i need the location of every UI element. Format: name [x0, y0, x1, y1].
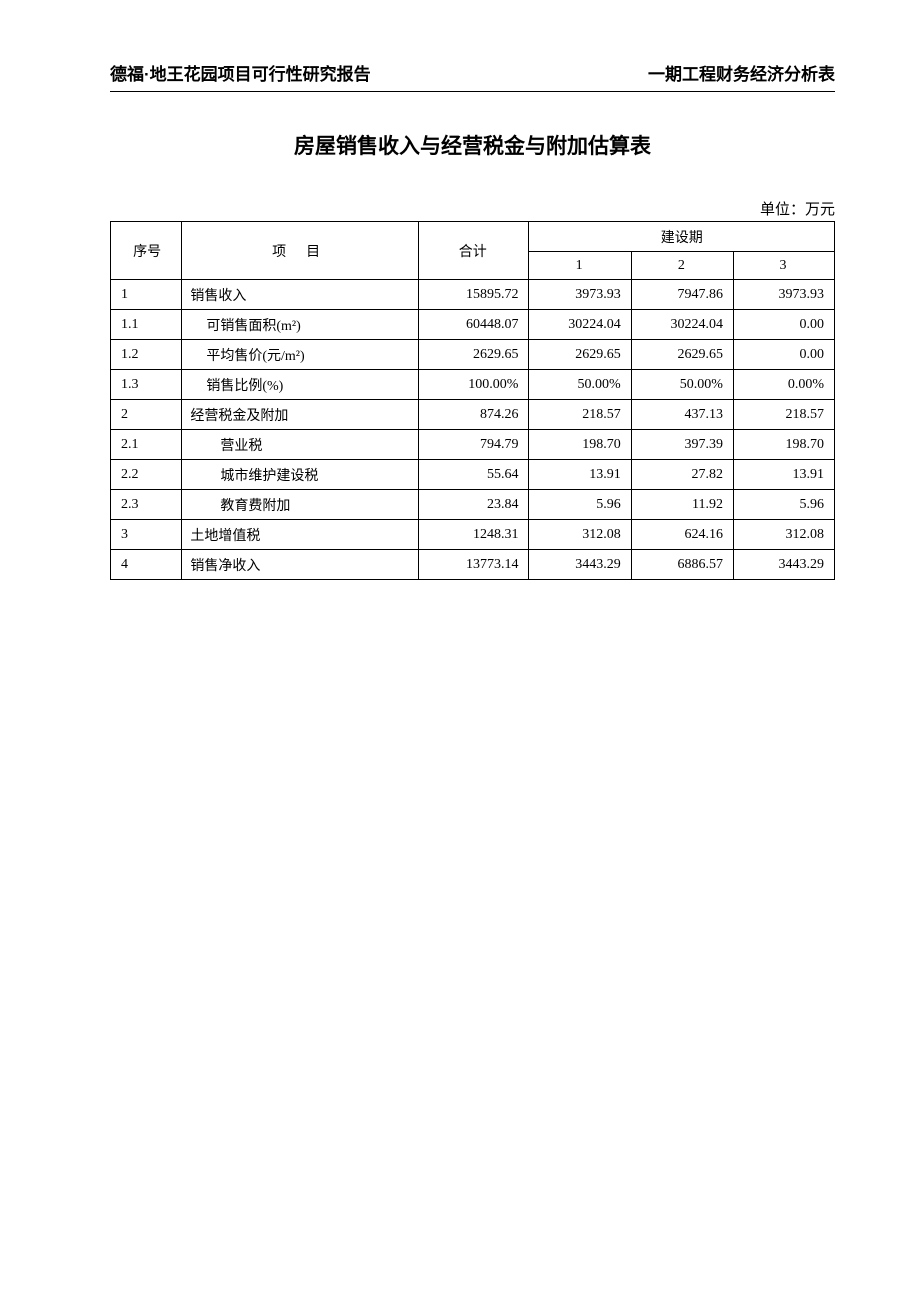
table-row: 1.2平均售价(元/m²)2629.652629.652629.650.00: [111, 340, 835, 370]
cell-p3: 3443.29: [733, 550, 834, 580]
cell-p3: 0.00: [733, 310, 834, 340]
cell-total: 23.84: [419, 490, 529, 520]
cell-seq: 2.1: [111, 430, 182, 460]
table-row: 2.3教育费附加23.845.9611.925.96: [111, 490, 835, 520]
cell-total: 2629.65: [419, 340, 529, 370]
cell-p3: 3973.93: [733, 280, 834, 310]
table-head: 序号 项目 合计 建设期 1 2 3: [111, 222, 835, 280]
cell-p2: 397.39: [631, 430, 733, 460]
cell-item: 营业税: [182, 430, 419, 460]
cell-p1: 13.91: [529, 460, 631, 490]
col-header-p1: 1: [529, 252, 631, 280]
cell-p3: 218.57: [733, 400, 834, 430]
cell-seq: 2: [111, 400, 182, 430]
cell-item: 城市维护建设税: [182, 460, 419, 490]
table-row: 2.1营业税794.79198.70397.39198.70: [111, 430, 835, 460]
cell-p2: 6886.57: [631, 550, 733, 580]
cell-seq: 1.2: [111, 340, 182, 370]
col-header-p3: 3: [733, 252, 834, 280]
cell-p3: 198.70: [733, 430, 834, 460]
cell-item: 土地增值税: [182, 520, 419, 550]
estimate-table: 序号 项目 合计 建设期 1 2 3 1销售收入15895.723973.937…: [110, 221, 835, 580]
cell-total: 1248.31: [419, 520, 529, 550]
cell-p2: 624.16: [631, 520, 733, 550]
cell-total: 55.64: [419, 460, 529, 490]
cell-seq: 1.3: [111, 370, 182, 400]
cell-item: 平均售价(元/m²): [182, 340, 419, 370]
cell-item: 教育费附加: [182, 490, 419, 520]
col-header-period: 建设期: [529, 222, 835, 252]
cell-p1: 3973.93: [529, 280, 631, 310]
table-row: 1.3销售比例(%)100.00%50.00%50.00%0.00%: [111, 370, 835, 400]
cell-p1: 2629.65: [529, 340, 631, 370]
table-row: 1销售收入15895.723973.937947.863973.93: [111, 280, 835, 310]
page-title: 房屋销售收入与经营税金与附加估算表: [110, 130, 835, 160]
cell-seq: 2.2: [111, 460, 182, 490]
cell-seq: 2.3: [111, 490, 182, 520]
cell-item: 可销售面积(m²): [182, 310, 419, 340]
cell-seq: 3: [111, 520, 182, 550]
table-row: 4销售净收入13773.143443.296886.573443.29: [111, 550, 835, 580]
cell-p3: 0.00%: [733, 370, 834, 400]
cell-p3: 0.00: [733, 340, 834, 370]
cell-p1: 30224.04: [529, 310, 631, 340]
cell-p3: 312.08: [733, 520, 834, 550]
col-header-seq: 序号: [111, 222, 182, 280]
table-row: 2.2城市维护建设税55.6413.9127.8213.91: [111, 460, 835, 490]
cell-item: 经营税金及附加: [182, 400, 419, 430]
cell-item: 销售比例(%): [182, 370, 419, 400]
cell-total: 100.00%: [419, 370, 529, 400]
table-body: 1销售收入15895.723973.937947.863973.931.1可销售…: [111, 280, 835, 580]
cell-p3: 5.96: [733, 490, 834, 520]
cell-p3: 13.91: [733, 460, 834, 490]
header-left: 德福·地王花园项目可行性研究报告: [110, 60, 371, 85]
page-header: 德福·地王花园项目可行性研究报告 一期工程财务经济分析表: [110, 60, 835, 92]
col-header-total: 合计: [419, 222, 529, 280]
cell-p2: 11.92: [631, 490, 733, 520]
cell-item: 销售收入: [182, 280, 419, 310]
cell-p2: 27.82: [631, 460, 733, 490]
table-row: 2经营税金及附加874.26218.57437.13218.57: [111, 400, 835, 430]
cell-total: 13773.14: [419, 550, 529, 580]
cell-p1: 218.57: [529, 400, 631, 430]
cell-total: 15895.72: [419, 280, 529, 310]
document-page: 德福·地王花园项目可行性研究报告 一期工程财务经济分析表 房屋销售收入与经营税金…: [0, 0, 920, 640]
col-header-p2: 2: [631, 252, 733, 280]
cell-p2: 50.00%: [631, 370, 733, 400]
cell-total: 794.79: [419, 430, 529, 460]
cell-p1: 50.00%: [529, 370, 631, 400]
cell-seq: 4: [111, 550, 182, 580]
cell-p2: 2629.65: [631, 340, 733, 370]
table-row: 3土地增值税1248.31312.08624.16312.08: [111, 520, 835, 550]
cell-seq: 1: [111, 280, 182, 310]
cell-total: 874.26: [419, 400, 529, 430]
col-header-item: 项目: [182, 222, 419, 280]
cell-p2: 30224.04: [631, 310, 733, 340]
cell-p2: 7947.86: [631, 280, 733, 310]
cell-p1: 5.96: [529, 490, 631, 520]
cell-p1: 198.70: [529, 430, 631, 460]
cell-total: 60448.07: [419, 310, 529, 340]
cell-p2: 437.13: [631, 400, 733, 430]
header-right: 一期工程财务经济分析表: [648, 60, 835, 85]
cell-p1: 312.08: [529, 520, 631, 550]
cell-seq: 1.1: [111, 310, 182, 340]
unit-label: 单位：万元: [110, 198, 835, 219]
cell-p1: 3443.29: [529, 550, 631, 580]
table-row: 1.1可销售面积(m²)60448.0730224.0430224.040.00: [111, 310, 835, 340]
cell-item: 销售净收入: [182, 550, 419, 580]
